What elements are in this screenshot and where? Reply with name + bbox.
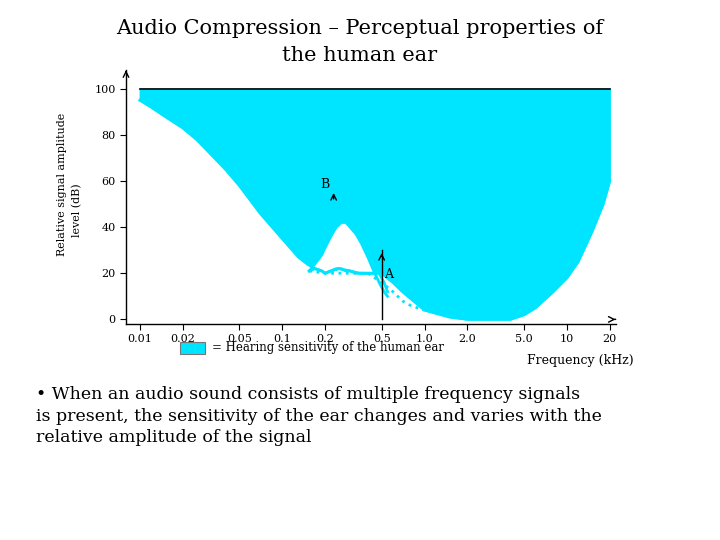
Text: A: A [384,268,393,281]
Text: • When an audio sound consists of multiple frequency signals: • When an audio sound consists of multip… [36,386,580,403]
Text: B: B [320,178,330,191]
Text: the human ear: the human ear [282,46,438,65]
Text: Frequency (kHz): Frequency (kHz) [528,354,634,367]
Text: Relative signal amplitude: Relative signal amplitude [58,113,68,256]
Text: relative amplitude of the signal: relative amplitude of the signal [36,429,312,446]
Text: Audio Compression – Perceptual properties of: Audio Compression – Perceptual propertie… [117,19,603,38]
Text: level (dB): level (dB) [72,183,82,237]
Text: is present, the sensitivity of the ear changes and varies with the: is present, the sensitivity of the ear c… [36,408,602,424]
Text: = Hearing sensitivity of the human ear: = Hearing sensitivity of the human ear [212,341,444,354]
